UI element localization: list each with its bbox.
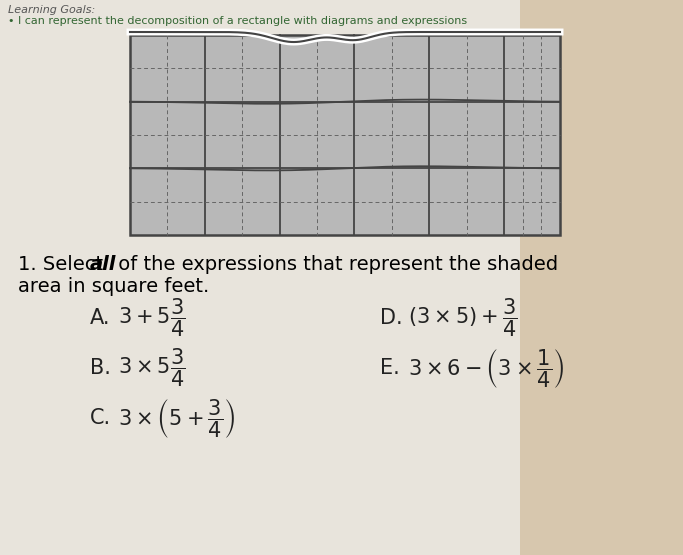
Bar [130, 35, 560, 235]
Text: $3 \times \left(5 + \dfrac{3}{4}\right)$: $3 \times \left(5 + \dfrac{3}{4}\right)$ [118, 396, 236, 440]
Text: C.: C. [90, 408, 111, 428]
Text: $3 \times 6 - \left(3 \times \dfrac{1}{4}\right)$: $3 \times 6 - \left(3 \times \dfrac{1}{4… [408, 346, 565, 390]
Text: $(3 \times 5) + \dfrac{3}{4}$: $(3 \times 5) + \dfrac{3}{4}$ [408, 297, 518, 339]
Text: D.: D. [380, 308, 402, 328]
Text: B.: B. [90, 358, 111, 378]
Text: all: all [90, 255, 116, 274]
Text: of the expressions that represent the shaded: of the expressions that represent the sh… [112, 255, 558, 274]
Text: $3 + 5\dfrac{3}{4}$: $3 + 5\dfrac{3}{4}$ [118, 297, 186, 339]
Text: E.: E. [380, 358, 400, 378]
Polygon shape [520, 0, 683, 555]
Text: 1. Select: 1. Select [18, 255, 109, 274]
Text: $3 \times 5\dfrac{3}{4}$: $3 \times 5\dfrac{3}{4}$ [118, 347, 186, 389]
Text: • I can represent the decomposition of a rectangle with diagrams and expressions: • I can represent the decomposition of a… [8, 16, 467, 26]
Text: area in square feet.: area in square feet. [18, 277, 209, 296]
Text: Learning Goals:: Learning Goals: [8, 5, 95, 15]
Text: A.: A. [90, 308, 111, 328]
